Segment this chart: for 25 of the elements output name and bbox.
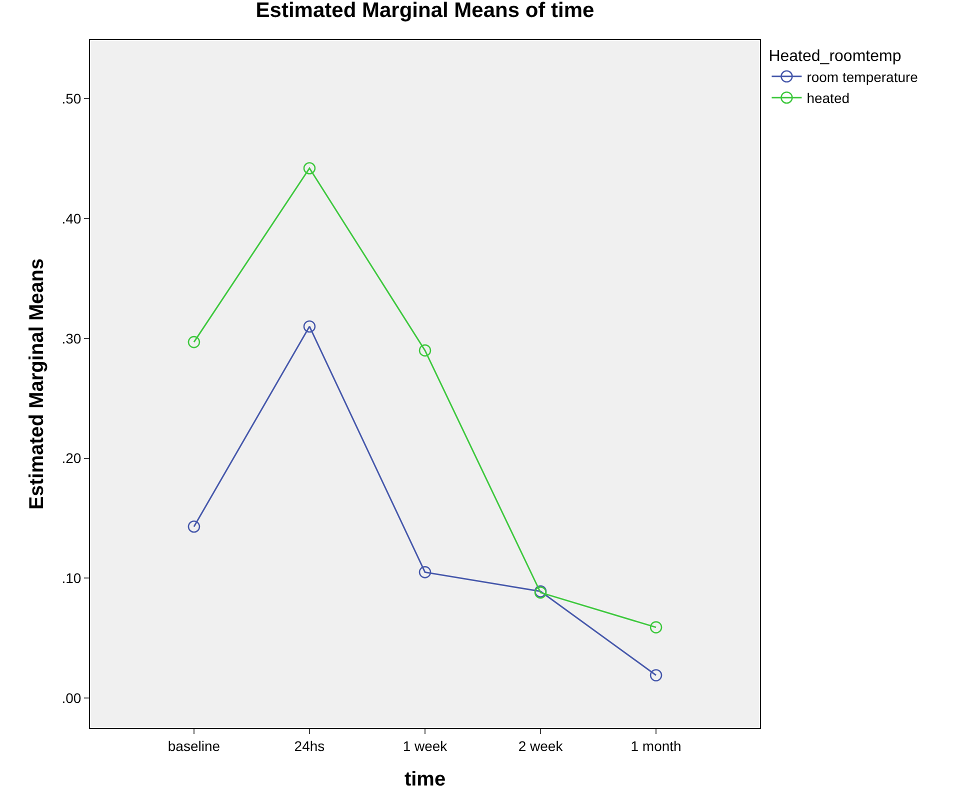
x-tick-label: 1 week [402,738,448,754]
x-tick-label: baseline [168,738,220,754]
y-axis-title: Estimated Marginal Means [26,258,48,510]
y-tick-label: .50 [62,90,82,107]
y-tick-label: .00 [62,690,82,706]
chart-title: Estimated Marginal Means of time [256,0,594,22]
point [650,621,662,634]
point [303,162,316,174]
point [650,669,662,682]
point [418,344,432,357]
point [303,320,316,333]
point [418,566,432,578]
legend-label: room temperature [806,68,918,85]
point [188,520,200,533]
point [188,336,200,348]
x-tick-label: 1 month [630,738,682,754]
legend-title: Heated_roomtemp [768,48,902,65]
y-tick-label: .10 [62,570,82,586]
legend-label: heated [806,90,850,106]
x-tick-label: 2 week [518,738,564,754]
y-tick-label: .30 [62,330,82,346]
x-axis-title: time [404,768,446,790]
y-tick-label: .40 [62,210,82,226]
x-tick-label: 24hs [294,738,325,754]
y-tick-label: .20 [62,450,82,466]
